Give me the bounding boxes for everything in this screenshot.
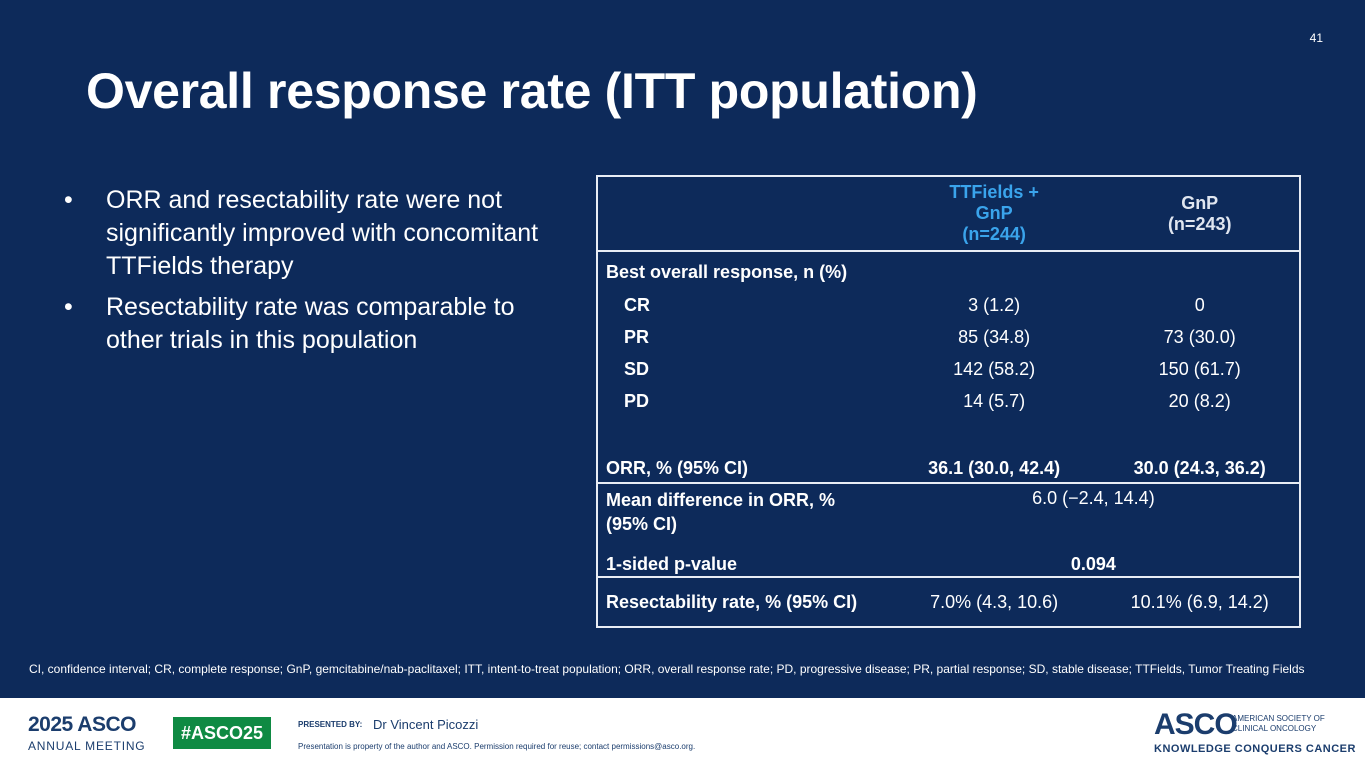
meeting-year: 2025 ASCO xyxy=(28,713,136,736)
header-line: GnP xyxy=(975,203,1013,223)
resectability-label: Resectability rate, % (95% CI) xyxy=(606,592,858,612)
table-row-resectability: Resectability rate, % (95% CI) 7.0% (4.3… xyxy=(597,577,1300,627)
bullet-text: ORR and resectability rate were not sign… xyxy=(106,186,539,280)
response-value-ttfields: 14 (5.7) xyxy=(963,390,1026,411)
asco-logo: ASCO AMERICAN SOCIETY OF CLINICAL ONCOLO… xyxy=(1154,708,1355,758)
header-empty-cell xyxy=(597,176,888,252)
response-value-gnp: 0 xyxy=(1194,294,1205,315)
asco-org-name: AMERICAN SOCIETY OF CLINICAL ONCOLOGY xyxy=(1232,714,1325,733)
header-gnp: GnP (n=243) xyxy=(1100,176,1300,252)
presenter-name: Dr Vincent Picozzi xyxy=(373,717,479,732)
slide: 41 Overall response rate (ITT population… xyxy=(0,0,1365,698)
orr-label: ORR, % (95% CI) xyxy=(597,417,888,484)
bullet-list: • ORR and resectability rate were not si… xyxy=(64,184,564,365)
table-row-orr: ORR, % (95% CI) 36.1 (30.0, 42.4) 30.0 (… xyxy=(597,417,1300,484)
slide-number: 41 xyxy=(1309,31,1323,45)
resectability-value-gnp: 10.1% (6.9, 14.2) xyxy=(1130,592,1269,612)
header-line: TTFields + xyxy=(949,182,1039,202)
resectability-value-ttfields: 7.0% (4.3, 10.6) xyxy=(930,592,1059,612)
asco-annual-meeting-logo: 2025 ASCO ANNUAL MEETING xyxy=(28,713,158,753)
header-line: (n=244) xyxy=(962,224,1026,244)
response-value-gnp: 73 (30.0) xyxy=(1163,326,1236,347)
response-label: SD xyxy=(624,358,650,379)
meeting-name: ANNUAL MEETING xyxy=(28,739,146,753)
best-response-label: Best overall response, n (%) xyxy=(606,262,848,282)
bullet-item: • ORR and resectability rate were not si… xyxy=(64,184,564,283)
response-value-gnp: 20 (8.2) xyxy=(1168,390,1231,411)
mean-difference-label: Mean difference in ORR, % (95% CI) xyxy=(606,490,836,534)
header-ttfields-gnp: TTFields + GnP (n=244) xyxy=(887,176,1101,252)
p-value: 0.094 xyxy=(887,554,1300,578)
response-value-gnp: 150 (61.7) xyxy=(1158,358,1241,379)
hashtag-badge: #ASCO25 xyxy=(173,717,271,749)
footer: 2025 ASCO ANNUAL MEETING #ASCO25 PRESENT… xyxy=(0,698,1365,768)
results-table: TTFields + GnP (n=244) GnP (n=243) Best … xyxy=(596,175,1301,628)
response-value-ttfields: 142 (58.2) xyxy=(953,358,1036,379)
table-header-row: TTFields + GnP (n=244) GnP (n=243) xyxy=(597,176,1300,252)
presented-by-label: PRESENTED BY: xyxy=(298,720,363,729)
slide-title: Overall response rate (ITT population) xyxy=(86,63,978,119)
mean-difference-value: 6.0 (−2.4, 14.4) xyxy=(1032,488,1155,508)
header-line: (n=243) xyxy=(1167,213,1232,234)
bullet-text: Resectability rate was comparable to oth… xyxy=(106,293,515,354)
table-row: CR 3 (1.2) 0 xyxy=(597,289,1300,321)
bullet-marker: • xyxy=(64,293,73,321)
asco-wordmark: ASCO xyxy=(1154,708,1238,741)
header-line: GnP xyxy=(1181,192,1219,213)
bullet-marker: • xyxy=(64,186,73,214)
response-label: PR xyxy=(624,326,650,347)
orr-value-ttfields: 36.1 (30.0, 42.4) xyxy=(887,417,1101,484)
table-row-p-value: 1-sided p-value 0.094 xyxy=(597,554,1300,578)
response-value-ttfields: 3 (1.2) xyxy=(968,294,1021,315)
response-value-ttfields: 85 (34.8) xyxy=(958,326,1031,347)
asco-tagline: KNOWLEDGE CONQUERS CANCER xyxy=(1154,743,1356,755)
bullet-item: • Resectability rate was comparable to o… xyxy=(64,291,564,357)
table-row: PR 85 (34.8) 73 (30.0) xyxy=(597,321,1300,353)
p-value-label: 1-sided p-value xyxy=(597,554,888,578)
response-label: CR xyxy=(624,294,650,315)
table-row: PD 14 (5.7) 20 (8.2) xyxy=(597,385,1300,417)
disclaimer: Presentation is property of the author a… xyxy=(298,742,696,751)
footnote: CI, confidence interval; CR, complete re… xyxy=(29,662,1305,676)
orr-value-gnp: 30.0 (24.3, 36.2) xyxy=(1100,417,1300,484)
table-row: Best overall response, n (%) xyxy=(597,251,1300,289)
table-row: SD 142 (58.2) 150 (61.7) xyxy=(597,353,1300,385)
response-label: PD xyxy=(624,390,650,411)
table-row-mean-difference: Mean difference in ORR, % (95% CI) 6.0 (… xyxy=(597,483,1300,554)
